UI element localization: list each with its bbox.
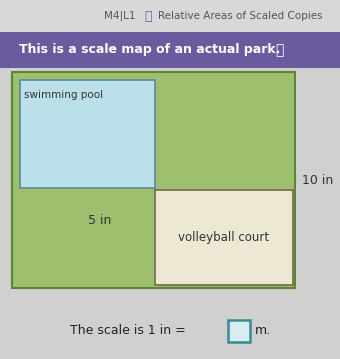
Bar bbox=[0, 0, 340, 32]
Text: m.: m. bbox=[255, 323, 271, 336]
Text: volleyball court: volleyball court bbox=[178, 231, 270, 244]
Text: This is a scale map of an actual park.: This is a scale map of an actual park. bbox=[19, 43, 281, 56]
Text: 🔊: 🔊 bbox=[275, 43, 283, 57]
Text: ⓘ: ⓘ bbox=[144, 9, 152, 23]
Text: M4|L1: M4|L1 bbox=[104, 11, 136, 21]
Text: 10 in: 10 in bbox=[302, 173, 334, 186]
Text: swimming pool: swimming pool bbox=[24, 90, 103, 100]
Bar bbox=[0, 68, 340, 359]
Bar bbox=[155, 190, 293, 285]
Text: Relative Areas of Scaled Copies: Relative Areas of Scaled Copies bbox=[158, 11, 322, 21]
Text: 5 in: 5 in bbox=[88, 214, 112, 227]
Text: The scale is 1 in =: The scale is 1 in = bbox=[70, 323, 190, 336]
Bar bbox=[0, 32, 340, 68]
Bar bbox=[20, 80, 155, 188]
Bar bbox=[228, 320, 250, 342]
Bar bbox=[12, 72, 295, 288]
